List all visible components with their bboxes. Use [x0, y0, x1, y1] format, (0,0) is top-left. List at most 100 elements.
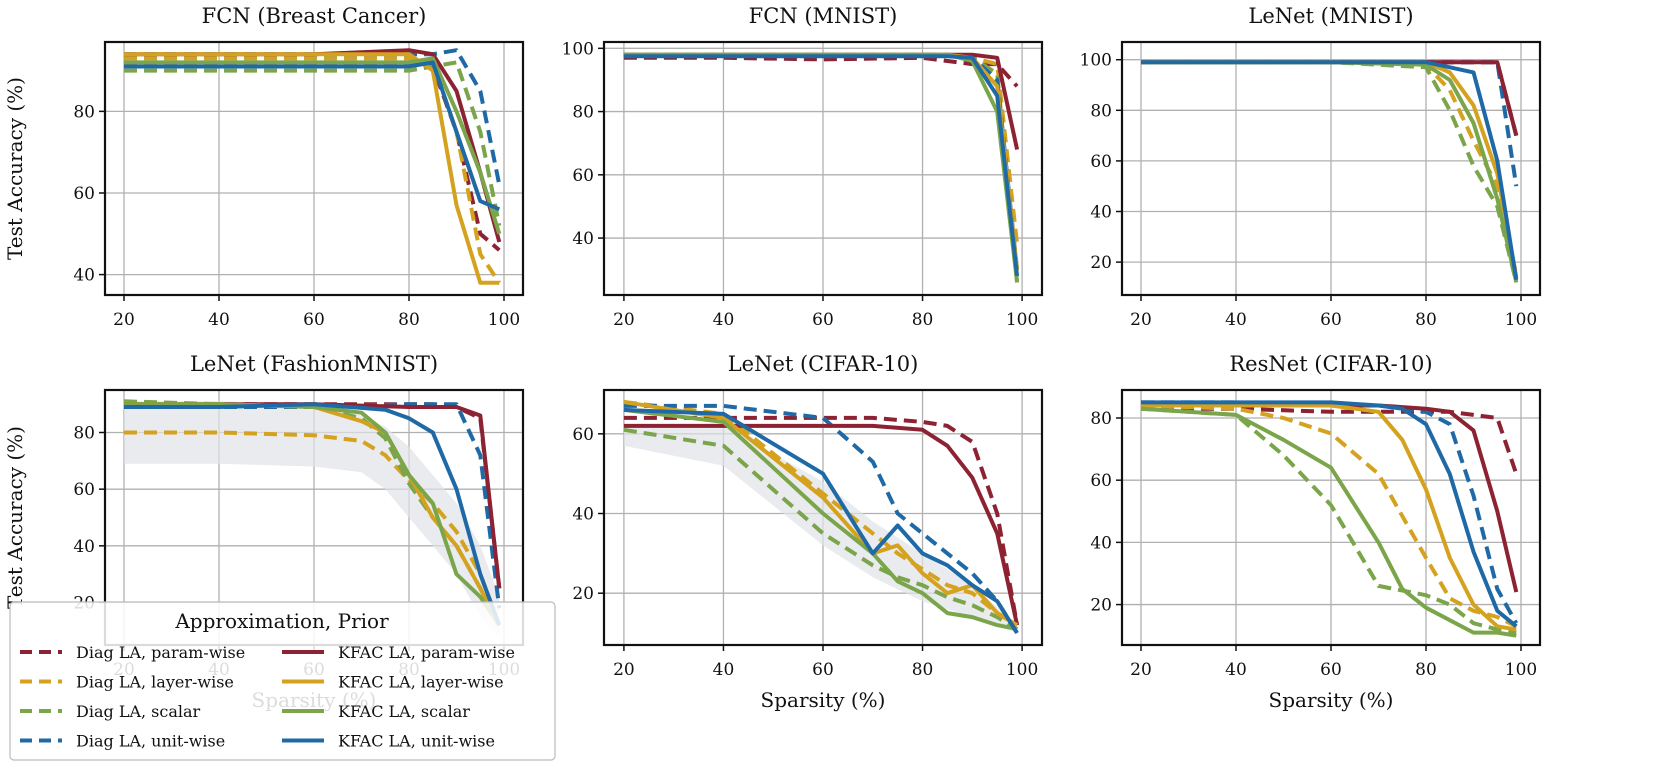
series-kfac-la-unit-wise — [124, 60, 501, 212]
y-tick-label: 60 — [1090, 471, 1112, 491]
y-tick-label: 40 — [1090, 203, 1112, 223]
x-tick-label: 60 — [303, 310, 325, 330]
y-tick-label: 20 — [1090, 253, 1112, 273]
series-kfac-la-scalar — [1140, 406, 1517, 638]
series-kfac-la-unit-wise — [1141, 400, 1518, 628]
panel-title: LeNet (FashionMNIST) — [190, 352, 438, 376]
y-tick-label: 20 — [1090, 596, 1112, 616]
x-tick-label: 100 — [488, 310, 520, 330]
legend-item: KFAC LA, scalar — [282, 702, 470, 721]
legend-item: Diag LA, layer-wise — [20, 673, 234, 692]
series-kfac-la-scalar — [623, 52, 1020, 283]
y-tick-label: 60 — [73, 184, 95, 204]
series-diag-la-unit-wise — [623, 403, 1019, 635]
series-kfac-la-scalar — [124, 56, 502, 235]
legend-label: KFAC LA, param-wise — [338, 643, 515, 662]
x-axis-label: Sparsity (%) — [1269, 688, 1394, 712]
legend-item: KFAC LA, unit-wise — [282, 732, 495, 751]
panel-title: LeNet (CIFAR-10) — [728, 352, 919, 376]
y-tick-label: 60 — [73, 480, 95, 500]
x-tick-label: 80 — [912, 660, 934, 680]
y-tick-label: 80 — [1090, 101, 1112, 121]
x-tick-label: 100 — [1505, 660, 1537, 680]
uncertainty-band — [124, 401, 500, 637]
x-tick-label: 80 — [1415, 310, 1437, 330]
x-tick-label: 100 — [1006, 310, 1038, 330]
legend-label: KFAC LA, unit-wise — [338, 732, 495, 751]
y-tick-label: 100 — [562, 39, 594, 59]
x-tick-label: 40 — [713, 310, 735, 330]
legend: Approximation, Prior Diag LA, param-wise… — [9, 601, 556, 761]
series-diag-la-scalar — [124, 60, 502, 226]
y-axis-label: Test Accuracy (%) — [3, 426, 27, 609]
legend-title: Approximation, Prior — [174, 609, 389, 633]
x-tick-label: 80 — [398, 310, 420, 330]
series-diag-la-param-wise — [623, 55, 1019, 88]
x-tick-label: 80 — [912, 310, 934, 330]
y-tick-label: 40 — [73, 266, 95, 286]
y-tick-label: 80 — [572, 103, 594, 123]
panel-2: 20 40 60 80 100 40 60 80 100 FCN (MNIST) — [562, 4, 1044, 330]
x-tick-label: 60 — [1320, 660, 1342, 680]
series-kfac-la-param-wise — [623, 423, 1020, 626]
series-diag-la-scalar — [623, 427, 1019, 631]
y-axis-label: Test Accuracy (%) — [3, 77, 27, 260]
x-tick-label: 40 — [1225, 660, 1247, 680]
series-diag-la-layer-wise — [1140, 403, 1518, 629]
y-tick-label: 40 — [1090, 533, 1112, 553]
panel-5: 20 40 60 80 100 20 40 60 LeNet (CIFAR-10) Sparsit… — [572, 352, 1044, 712]
x-tick-label: 60 — [812, 660, 834, 680]
legend-label: Diag LA, scalar — [76, 702, 201, 721]
series-kfac-la-unit-wise — [124, 402, 502, 626]
series-diag-la-layer-wise — [124, 56, 501, 284]
y-tick-label: 60 — [572, 166, 594, 186]
x-tick-label: 20 — [1130, 660, 1152, 680]
legend-label: KFAC LA, scalar — [338, 702, 470, 721]
panel-title: FCN (Breast Cancer) — [202, 4, 427, 28]
series-diag-la-scalar — [623, 52, 1020, 283]
series-kfac-la-layer-wise — [124, 52, 500, 285]
y-tick-label: 100 — [1080, 51, 1112, 71]
series-diag-la-layer-wise — [1141, 60, 1519, 276]
legend-item: Diag LA, param-wise — [20, 643, 245, 662]
panel-3: 20 40 60 80 100 20 40 60 80 100 LeNet (MNIST) — [1080, 4, 1542, 330]
series-diag-la-scalar — [1140, 406, 1517, 635]
panel-title: LeNet (MNIST) — [1248, 4, 1413, 28]
x-tick-label: 40 — [1225, 310, 1247, 330]
series-kfac-la-scalar — [1141, 60, 1519, 283]
series-kfac-la-unit-wise — [623, 407, 1019, 635]
y-tick-label: 60 — [572, 425, 594, 445]
panel-6: 20 40 60 80 100 20 40 60 80 ResNet (CIFAR-10) Spar… — [1090, 352, 1542, 712]
panel-title: FCN (MNIST) — [749, 4, 898, 28]
x-tick-label: 60 — [1320, 310, 1342, 330]
x-tick-label: 20 — [1130, 310, 1152, 330]
series-kfac-la-layer-wise — [623, 400, 1019, 627]
series-diag-la-layer-wise — [623, 400, 1019, 627]
x-tick-label: 40 — [713, 660, 735, 680]
series-kfac-la-layer-wise — [1141, 403, 1517, 632]
series-diag-la-unit-wise — [1141, 60, 1519, 187]
y-tick-label: 20 — [572, 584, 594, 604]
panel-1: 20 40 60 80 100 40 60 80 FCN (Breast Cancer) Test… — [3, 4, 525, 330]
series-diag-la-param-wise — [623, 415, 1020, 626]
legend-label: Diag LA, param-wise — [76, 643, 245, 662]
legend-item: Diag LA, unit-wise — [20, 732, 225, 751]
series-diag-la-layer-wise — [623, 52, 1020, 245]
legend-item: KFAC LA, layer-wise — [282, 673, 504, 692]
legend-label: Diag LA, layer-wise — [76, 673, 234, 692]
series-kfac-la-unit-wise — [1141, 60, 1519, 281]
x-tick-label: 20 — [613, 310, 635, 330]
series-diag-la-layer-wise — [124, 430, 502, 626]
series-kfac-la-param-wise — [623, 52, 1020, 150]
y-tick-label: 80 — [1090, 409, 1112, 429]
x-tick-label: 80 — [1415, 660, 1437, 680]
x-tick-label: 60 — [812, 310, 834, 330]
panel-title: ResNet (CIFAR-10) — [1229, 352, 1432, 376]
y-tick-label: 40 — [572, 505, 594, 525]
y-tick-label: 80 — [73, 424, 95, 444]
legend-item: KFAC LA, param-wise — [282, 643, 515, 662]
legend-label: KFAC LA, layer-wise — [338, 673, 504, 692]
y-tick-label: 40 — [572, 229, 594, 249]
x-tick-label: 100 — [1006, 660, 1038, 680]
